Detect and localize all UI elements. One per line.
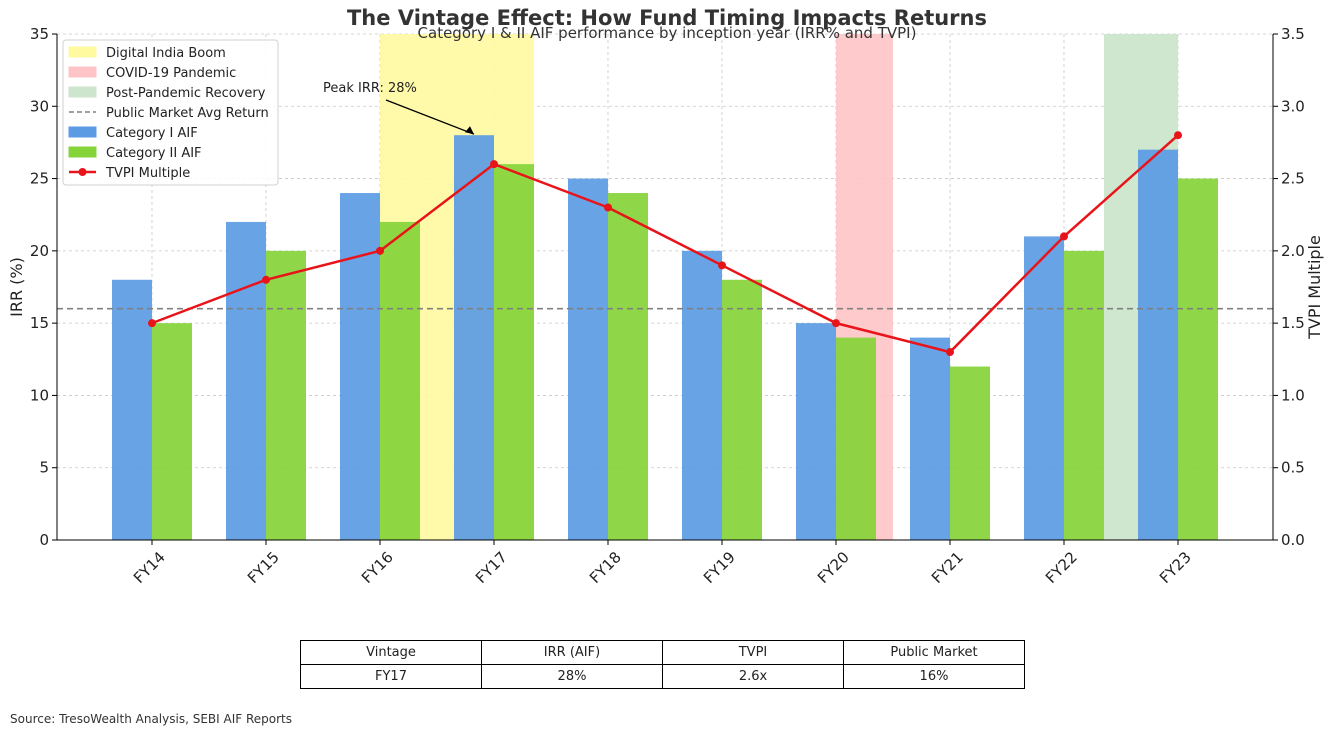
bar-category-2: [266, 250, 306, 540]
summary-header-cell: TVPI: [662, 640, 844, 665]
y2-tick-label: 3.5: [1281, 25, 1305, 43]
y-axis-label: IRR (%): [7, 257, 26, 317]
y-tick-label: 25: [30, 170, 49, 188]
legend-cat2-swatch: [68, 146, 97, 158]
legend-tvpi-marker: [78, 168, 87, 176]
y2-tick-label: 0.5: [1281, 459, 1305, 477]
tvpi-point: [262, 275, 270, 284]
annotation-arrowhead: [465, 126, 474, 135]
legend-tvpi-label: TVPI Multiple: [105, 166, 190, 181]
legend-digital-swatch: [68, 46, 97, 58]
bar-category-2: [380, 221, 420, 540]
y2-tick-label: 0.0: [1281, 531, 1305, 549]
tvpi-line: [151, 134, 1179, 354]
annotation-text: Peak IRR: 28%: [323, 81, 417, 96]
legend-box: [62, 39, 279, 186]
summary-cell: 28%: [481, 664, 663, 689]
legend-covid-label: COVID-19 Pandemic: [106, 66, 236, 81]
legend-recovery-swatch: [68, 86, 97, 98]
summary-cell: FY17: [300, 664, 482, 689]
tvpi-point: [376, 246, 384, 255]
x-tick-label: FY14: [130, 548, 169, 587]
bar-category-1: [682, 250, 722, 540]
x-tick-label: FY17: [472, 548, 511, 587]
y-tick-label: 10: [30, 386, 49, 404]
bar-category-1: [796, 323, 836, 540]
bar-category-2: [608, 193, 648, 540]
y2-tick-label: 1.5: [1281, 314, 1305, 332]
y2-tick-label: 2.5: [1281, 170, 1305, 188]
x-tick-label: FY19: [700, 548, 739, 587]
summary-header-cell: IRR (AIF): [481, 640, 663, 665]
bar-category-1: [454, 135, 494, 540]
summary-header-cell: Vintage: [300, 640, 482, 665]
bar-category-2: [494, 164, 534, 540]
legend-covid-swatch: [68, 66, 97, 78]
chart-subtitle: Category I & II AIF performance by incep…: [417, 24, 917, 42]
bar-category-1: [340, 193, 380, 540]
summary-cell: 16%: [843, 664, 1025, 689]
bar-category-2: [152, 323, 192, 540]
legend-public-label: Public Market Avg Return: [106, 106, 269, 121]
x-tick-label: FY22: [1042, 548, 1081, 587]
summary-header-row: Vintage IRR (AIF) TVPI Public Market: [300, 640, 1025, 665]
bar-category-2: [722, 279, 762, 540]
bar-category-2: [1178, 178, 1218, 541]
x-tick-label: FY23: [1156, 548, 1195, 587]
tvpi-point: [718, 261, 726, 270]
y2-tick-label: 2.0: [1281, 242, 1305, 260]
annotation-arrow: [385, 99, 475, 135]
legend-cat1-label: Category I AIF: [106, 126, 198, 141]
y-tick-label: 20: [30, 242, 49, 260]
x-tick-label: FY16: [358, 548, 397, 587]
tvpi-point: [490, 160, 498, 169]
x-tick-label: FY15: [244, 548, 283, 587]
bar-category-1: [1138, 149, 1178, 540]
chart-title: The Vintage Effect: How Fund Timing Impa…: [346, 6, 987, 30]
tvpi-point: [148, 319, 156, 328]
bar-category-2: [950, 366, 990, 540]
legend-cat2-label: Category II AIF: [106, 146, 202, 161]
y-tick-label: 30: [30, 97, 49, 115]
summary-data-row: FY17 28% 2.6x 16%: [300, 664, 1025, 689]
x-tick-label: FY21: [928, 548, 967, 587]
source-note: Source: TresoWealth Analysis, SEBI AIF R…: [10, 712, 292, 726]
y-tick-label: 35: [30, 25, 49, 43]
tvpi-point: [946, 348, 954, 357]
tvpi-point: [832, 319, 840, 328]
bar-category-1: [910, 337, 950, 540]
bar-category-1: [112, 279, 152, 540]
summary-table: Vintage IRR (AIF) TVPI Public Market FY1…: [300, 640, 1025, 689]
legend-cat1-swatch: [68, 126, 97, 138]
legend-digital-label: Digital India Boom: [106, 46, 226, 61]
legend-recovery-label: Post-Pandemic Recovery: [106, 86, 266, 101]
tvpi-point: [604, 203, 612, 212]
bar-category-1: [568, 178, 608, 541]
bar-category-1: [1024, 236, 1064, 540]
summary-cell: 2.6x: [662, 664, 844, 689]
bar-category-1: [226, 221, 266, 540]
bar-category-2: [836, 337, 876, 540]
y2-axis-label: TVPI Multiple: [1305, 235, 1324, 340]
y-tick-label: 15: [30, 314, 49, 332]
y2-tick-label: 1.0: [1281, 386, 1305, 404]
x-tick-label: FY18: [586, 548, 625, 587]
y-tick-label: 5: [39, 459, 49, 477]
bar-category-2: [1064, 250, 1104, 540]
y-tick-label: 0: [39, 531, 49, 549]
tvpi-point: [1174, 131, 1182, 140]
tvpi-point: [1060, 232, 1068, 241]
summary-header-cell: Public Market: [843, 640, 1025, 665]
x-tick-label: FY20: [814, 548, 853, 587]
y2-tick-label: 3.0: [1281, 97, 1305, 115]
